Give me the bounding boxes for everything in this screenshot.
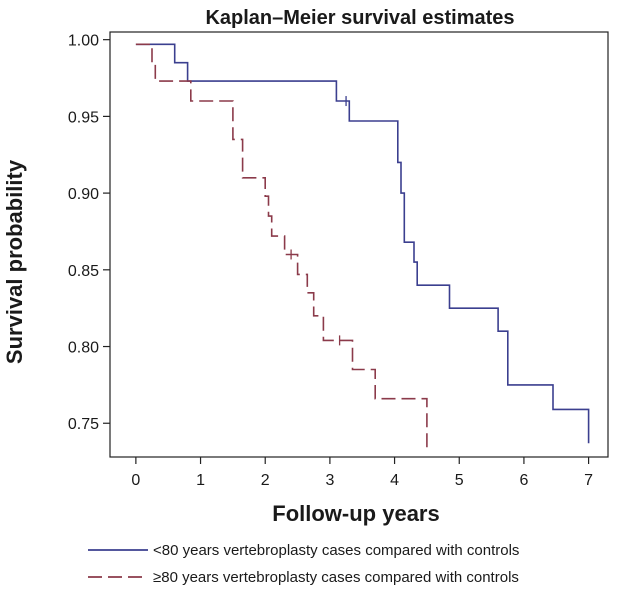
legend-label-1: <80 years vertebroplasty cases compared …	[153, 542, 519, 559]
legend-label-2: ≥80 years vertebroplasty cases compared …	[153, 569, 519, 586]
plot-area: 1.00 0.95 0.90 0.85 0.80 0.75 0 1 2 3 4 5 6 7	[68, 31, 609, 489]
x-tick-label: 0	[131, 472, 140, 489]
y-tick-label: 0.85	[68, 263, 99, 280]
x-tick-label: 7	[584, 472, 593, 489]
plot-frame	[109, 31, 609, 458]
x-tick-label: 5	[455, 472, 464, 489]
y-tick-label: 0.95	[68, 109, 99, 126]
y-axis-title: Survival probability	[2, 159, 27, 364]
x-tick-label: 4	[390, 472, 399, 489]
series-line-1	[135, 43, 590, 444]
x-axis-title: Follow-up years	[272, 501, 439, 526]
y-tick-label: 0.80	[68, 340, 99, 357]
y-tick-label: 1.00	[68, 33, 99, 50]
y-tick-label: 0.75	[68, 416, 99, 433]
y-tick-label: 0.90	[68, 186, 99, 203]
legend: <80 years vertebroplasty cases compared …	[88, 542, 519, 586]
x-tick-label: 1	[196, 472, 205, 489]
x-tick-label: 3	[325, 472, 334, 489]
chart-title: Kaplan–Meier survival estimates	[205, 7, 514, 29]
x-tick-label: 6	[519, 472, 528, 489]
x-tick-label: 2	[261, 472, 270, 489]
series-line-2	[135, 43, 428, 448]
